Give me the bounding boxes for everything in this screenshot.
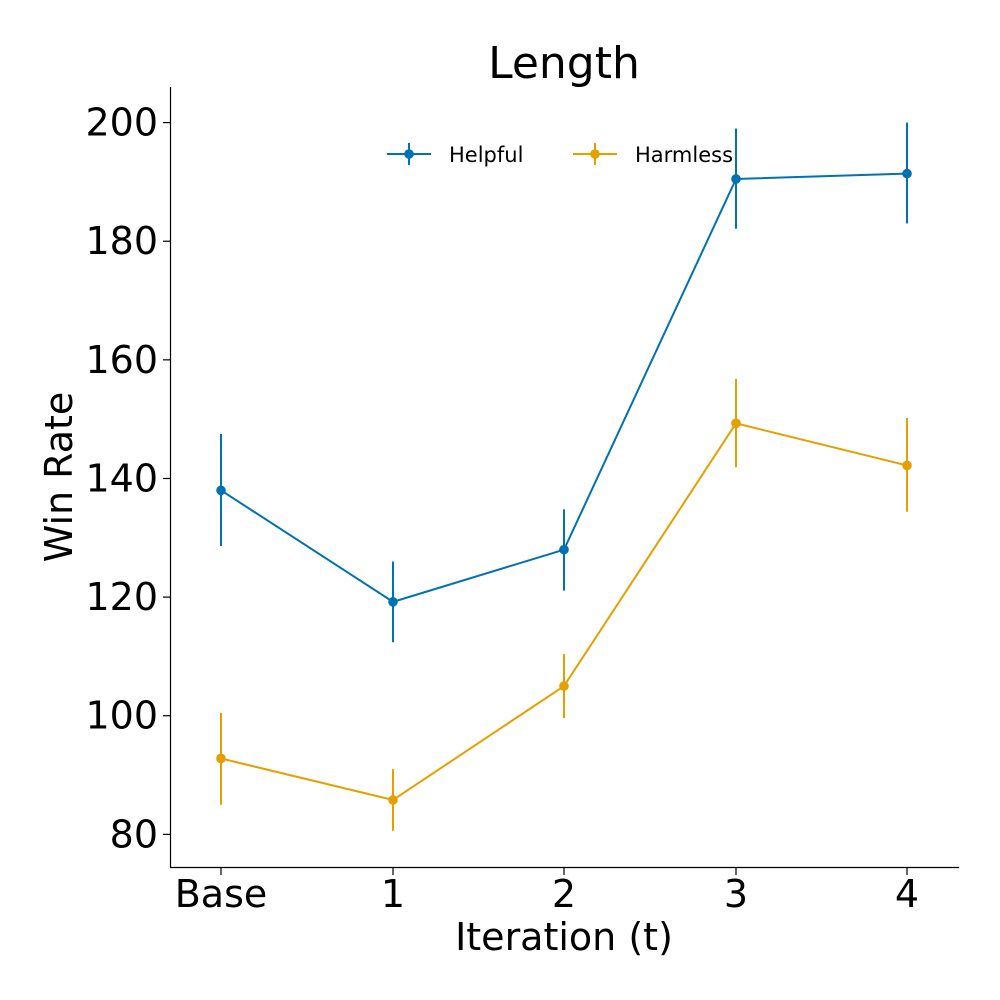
harmless-data-point (216, 753, 226, 764)
series-helpful (216, 122, 912, 643)
series-harmless (216, 378, 912, 831)
x-axis-label: Iteration (t) (455, 915, 673, 959)
x-axis-ticks: Base 1 2 3 4 (175, 868, 919, 916)
chart-title: Length (488, 38, 640, 89)
helpful-data-point (902, 168, 912, 179)
helpful-data-point (731, 174, 741, 184)
x-tick-label: 2 (552, 872, 576, 916)
harmless-data-point (731, 418, 741, 429)
harmless-data-point (559, 681, 569, 691)
harmless-data-point (388, 795, 398, 805)
y-tick-label: 100 (85, 694, 158, 738)
legend-item-helpful: Helpful (387, 143, 523, 167)
y-tick-label: 180 (85, 219, 158, 263)
y-tick-label: 200 (85, 101, 158, 145)
plot-area (216, 122, 912, 831)
helpful-data-point (559, 544, 569, 555)
helpful-data-point (216, 485, 226, 496)
x-tick-label: 4 (895, 872, 919, 916)
y-tick-label: 80 (110, 812, 158, 856)
helpful-data-point (388, 597, 398, 607)
harmless-series-line (220, 422, 908, 802)
x-tick-label: 3 (724, 872, 748, 916)
y-tick-label: 160 (85, 338, 158, 382)
legend-label: Harmless (635, 143, 733, 167)
x-tick-label: 1 (381, 872, 405, 916)
x-tick-label: Base (175, 872, 268, 916)
y-tick-label: 140 (85, 456, 158, 500)
legend-item-harmless: Harmless (573, 143, 733, 167)
harmless-data-point (902, 460, 912, 471)
legend-marker (404, 149, 414, 159)
y-axis-ticks: 80 100 120 140 160 180 200 (85, 101, 170, 856)
legend-marker (590, 149, 600, 159)
legend-label: Helpful (449, 143, 523, 167)
y-tick-label: 120 (85, 575, 158, 619)
legend: Helpful Harmless (387, 143, 733, 167)
y-axis-label: Win Rate (37, 392, 81, 563)
